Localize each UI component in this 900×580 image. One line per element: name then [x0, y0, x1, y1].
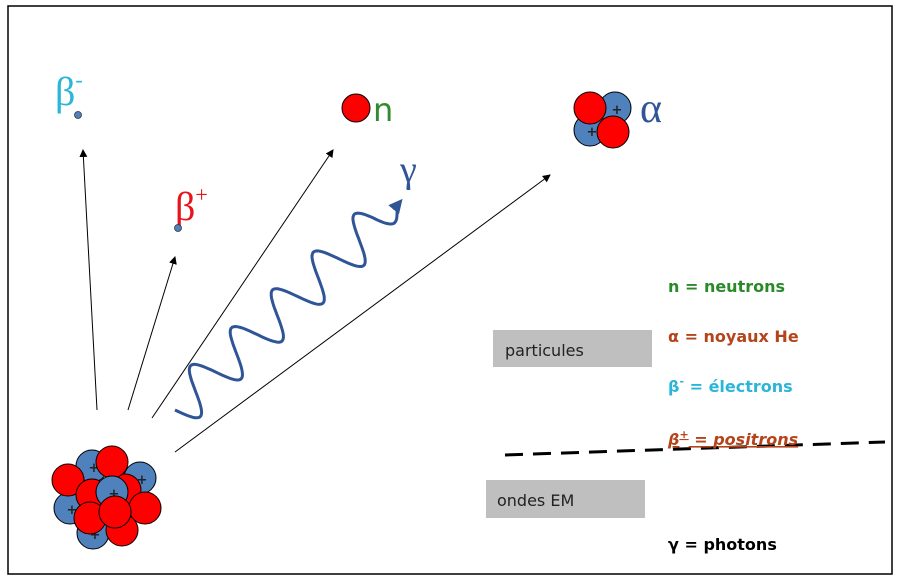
positron — [175, 225, 182, 232]
electron — [75, 112, 82, 119]
legend-item: n = neutrons — [668, 277, 785, 296]
neutron-label: n — [373, 91, 393, 129]
legend-item: α = noyaux He — [668, 327, 799, 346]
category-label: particules — [505, 341, 584, 360]
legend-item: β- = électrons — [668, 375, 793, 396]
neutron — [96, 446, 128, 478]
gamma-label: γ — [399, 149, 417, 191]
legend-item: γ = photons — [668, 535, 777, 554]
alpha-label: α — [640, 86, 662, 132]
diagram: β- β+ n γ ++ α +++++ particules ondes EM… — [0, 0, 900, 580]
charge-sign: + — [587, 125, 598, 140]
neutron — [99, 496, 131, 528]
neutron — [597, 116, 629, 148]
neutron — [574, 92, 606, 124]
alpha-particle: ++ — [574, 92, 631, 148]
neutron — [342, 94, 370, 122]
category-label: ondes EM — [497, 491, 574, 510]
